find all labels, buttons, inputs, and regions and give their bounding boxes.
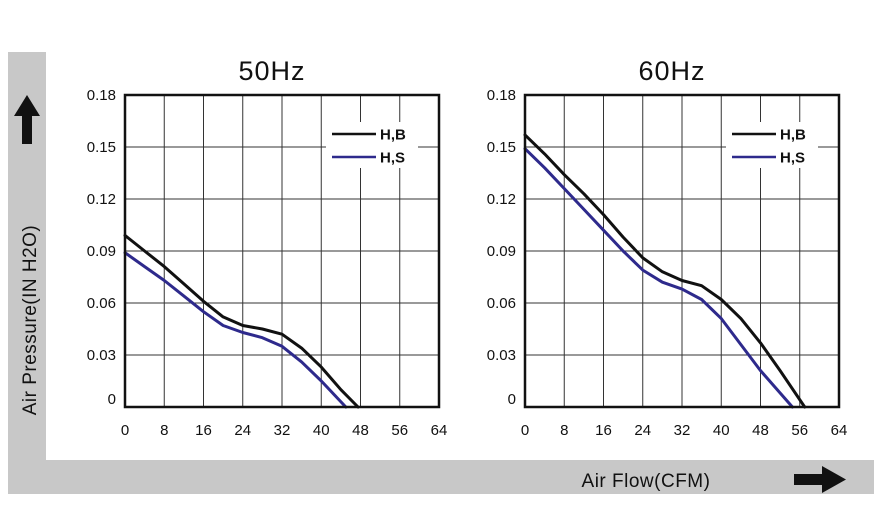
x-tick-label: 40: [313, 422, 330, 439]
x-tick-label: 16: [195, 422, 212, 439]
y-tick-label: 0.09: [87, 243, 116, 260]
legend: H,B H,S: [726, 122, 818, 168]
arrow-right-icon: [794, 466, 846, 493]
x-tick-label: 24: [234, 422, 251, 439]
legend-background: [726, 122, 818, 168]
plot-frame: [123, 93, 441, 409]
legend-label-hb: H,B: [780, 127, 806, 144]
plot-frame: [523, 93, 841, 409]
chart-60hz: 60Hz 0 8 16 24 32 40 48 56 64 00.030.060.090.120…: [487, 56, 848, 439]
x-axis-band: [8, 460, 874, 494]
x-ticks: 0 8 16 24 32 40 48 56 64: [121, 422, 448, 439]
x-tick-label: 48: [352, 422, 369, 439]
y-tick-label: 0.03: [487, 347, 516, 364]
y-tick-label: 0.12: [87, 191, 116, 208]
y-axis-label: Air Pressure(IN H2O): [20, 225, 41, 416]
legend-label-hb: H,B: [380, 127, 406, 144]
y-tick-label: 0.06: [87, 295, 116, 312]
x-tick-label: 8: [160, 422, 168, 439]
y-tick-label: 0.18: [87, 87, 116, 104]
legend-label-hs: H,S: [380, 150, 405, 167]
x-tick-label: 64: [431, 422, 448, 439]
y-tick-label: 0.15: [487, 139, 516, 156]
chart-title: 60Hz: [638, 56, 705, 86]
y-tick-label: 0.15: [87, 139, 116, 156]
y-tick-label: 0: [108, 391, 116, 408]
y-tick-label: 0.12: [487, 191, 516, 208]
y-ticks: 0 0.03 0.06 0.09 0.12 0.15 0.18: [87, 87, 116, 408]
x-tick-label: 32: [274, 422, 291, 439]
legend-background: [326, 122, 418, 168]
series-line-hb: [123, 233, 360, 409]
x-tick-label: 40: [713, 422, 730, 439]
chart-50hz: 50Hz 0 8 16 24 32 40 48 56 64 00.030.060.090.120…: [87, 56, 448, 439]
y-tick-label: 0.18: [487, 87, 516, 104]
y-tick-label: 0.03: [87, 347, 116, 364]
series-line-hs: [123, 251, 348, 409]
y-tick-label: 0.09: [487, 243, 516, 260]
x-tick-label: 8: [560, 422, 568, 439]
x-tick-label: 64: [831, 422, 848, 439]
x-tick-label: 56: [791, 422, 808, 439]
series-line-hb: [523, 133, 807, 409]
x-ticks: 0 8 16 24 32 40 48 56 64: [521, 422, 848, 439]
y-ticks: 0 0.03 0.06 0.09 0.12 0.15 0.18: [487, 87, 516, 408]
legend-label-hs: H,S: [780, 150, 805, 167]
legend: H,B H,S: [326, 122, 418, 168]
x-axis-label: Air Flow(CFM): [582, 471, 711, 492]
series-lines: [523, 133, 807, 409]
arrow-up-icon: [14, 95, 40, 144]
y-tick-label: 0: [508, 391, 516, 408]
x-tick-label: 56: [391, 422, 408, 439]
y-tick-label: 0.06: [487, 295, 516, 312]
x-tick-label: 32: [674, 422, 691, 439]
x-tick-label: 24: [634, 422, 651, 439]
x-tick-label: 48: [752, 422, 769, 439]
x-tick-label: 16: [595, 422, 612, 439]
series-line-hs: [523, 147, 794, 409]
chart-title: 50Hz: [238, 56, 305, 86]
x-tick-label: 0: [121, 422, 129, 439]
series-lines: [123, 233, 360, 409]
x-tick-label: 0: [521, 422, 529, 439]
